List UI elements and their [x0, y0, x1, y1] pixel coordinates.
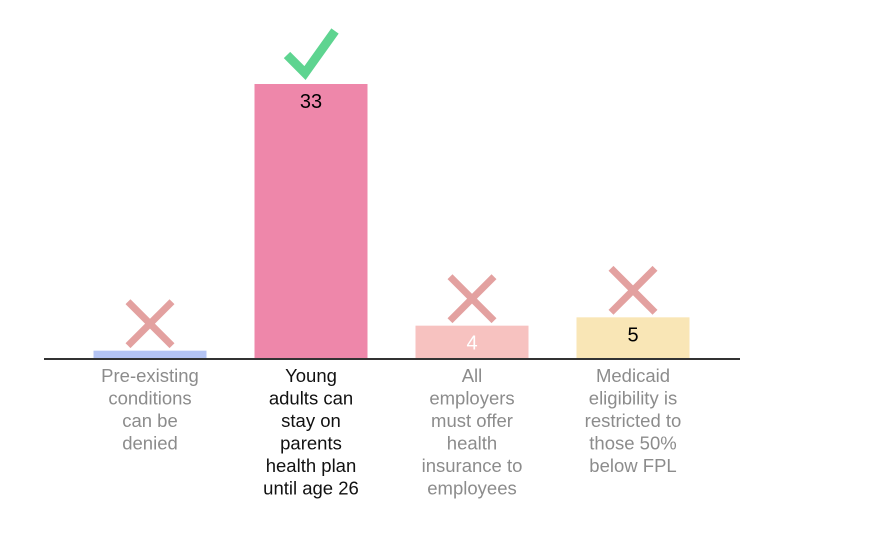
bar-2 [254, 84, 368, 359]
bar-3 [415, 325, 529, 359]
value-label-3: 4 [466, 333, 477, 355]
value-label-2: 33 [300, 91, 322, 113]
category-labels-group: Pre-existing conditions can be denied Young a… [101, 365, 681, 499]
cross-icon [125, 299, 175, 349]
check-icon [283, 28, 339, 80]
category-label-3: All employers must offer health insurance to… [422, 365, 523, 499]
category-label-2: Young adults can stay on parents health plan… [263, 365, 359, 499]
value-labels-group: 33 4 5 [300, 91, 639, 355]
bar-1 [93, 350, 207, 359]
cross-icon [447, 274, 497, 324]
category-label-4: Medicaid eligibility is restricted to those… [585, 365, 682, 476]
value-label-4: 5 [627, 324, 638, 346]
cross-icon [608, 265, 658, 315]
category-label-1: Pre-existing conditions can be denied [101, 365, 199, 454]
bar-4 [576, 317, 690, 359]
markers-group [125, 28, 658, 349]
bars-group [93, 84, 690, 359]
